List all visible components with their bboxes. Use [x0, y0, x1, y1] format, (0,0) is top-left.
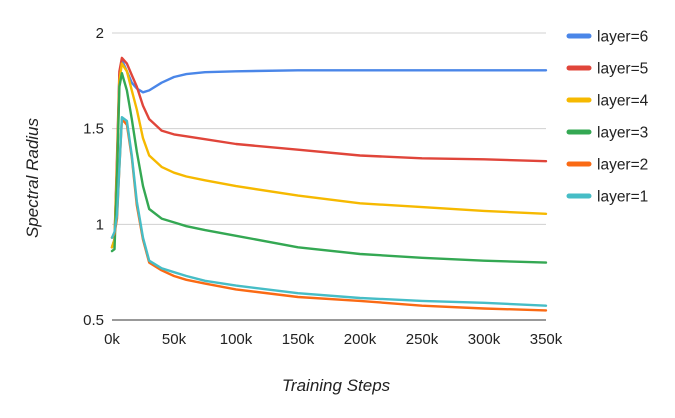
x-tick-label: 50k — [162, 331, 187, 348]
y-axis-title: Spectral Radius — [23, 118, 42, 239]
legend: layer=6 layer=5 layer=4 layer=3 layer=2 layer… — [566, 29, 649, 206]
series-line-layer-3 — [110, 72, 548, 264]
x-tick-label: 100k — [220, 331, 253, 348]
x-tick-label: 300k — [468, 331, 501, 348]
series-line-layer-5 — [110, 56, 548, 249]
legend-label: layer=1 — [597, 189, 648, 206]
x-tick-label: 350k — [530, 331, 563, 348]
x-tick-label: 250k — [406, 331, 439, 348]
x-axis: 0k 50k 100k 150k 200k 250k 300k 350k — [104, 331, 563, 348]
x-tick-label: 0k — [104, 331, 120, 348]
legend-label: layer=5 — [597, 61, 648, 78]
legend-label: layer=3 — [597, 125, 648, 142]
y-tick-label: 1.5 — [83, 121, 104, 138]
x-tick-label: 200k — [344, 331, 377, 348]
legend-label: layer=6 — [597, 29, 648, 46]
series-line-layer-4 — [110, 62, 548, 249]
series-line-layer-2 — [110, 117, 548, 312]
legend-label: layer=2 — [597, 157, 648, 174]
legend-label: layer=4 — [597, 93, 649, 110]
x-tick-label: 150k — [282, 331, 315, 348]
y-axis: 0.5 1 1.5 2 — [83, 25, 104, 329]
series-lines — [110, 56, 548, 312]
series-line-layer-1 — [110, 116, 548, 307]
y-tick-label: 0.5 — [83, 312, 104, 329]
x-axis-title: Training Steps — [282, 376, 391, 395]
y-tick-label: 2 — [96, 25, 104, 42]
y-tick-label: 1 — [96, 216, 104, 233]
